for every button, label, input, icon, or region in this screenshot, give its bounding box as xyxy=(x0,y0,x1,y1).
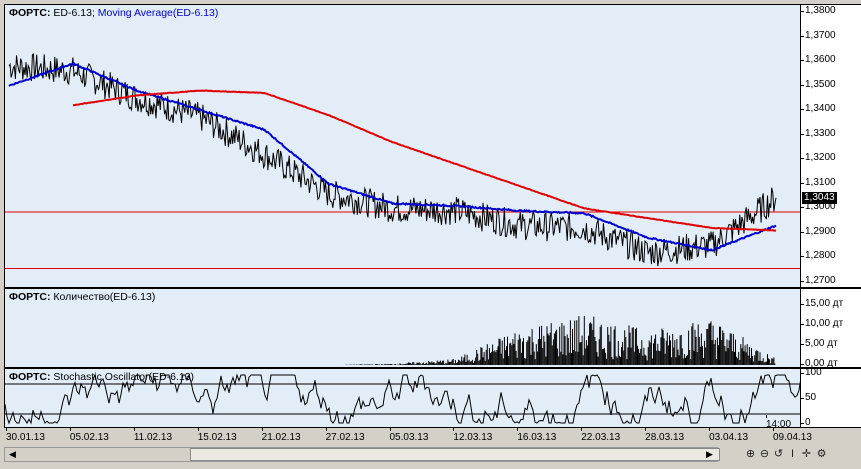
price-tick-label: 1,3200 xyxy=(801,152,836,164)
date-tick-label: 12.03.13 xyxy=(453,428,493,443)
price-tick-label: 1,2900 xyxy=(801,225,836,237)
zoom-in-icon[interactable]: ⊕ xyxy=(745,448,756,460)
stochastic-title-instrument: Stochastic Oscillator(ED-6.13) xyxy=(53,371,195,383)
series-line-2 xyxy=(8,62,777,252)
price-tick-label: 1,3300 xyxy=(801,127,836,139)
stochastic-chart-panel[interactable]: ФОРТС: Stochastic Oscillator(ED-6.13) xyxy=(4,368,801,428)
last-price-badge: 1,3043 xyxy=(802,191,837,204)
price-tick-label: 1,2700 xyxy=(801,275,836,286)
date-tick-label: 15.02.13 xyxy=(197,428,237,443)
series-line-1 xyxy=(8,52,777,267)
volume-panel-title: ФОРТС: Количество(ED-6.13) xyxy=(9,291,155,303)
date-tick-label: 05.03.13 xyxy=(389,428,429,443)
price-tick-label: 1,3600 xyxy=(801,54,836,66)
date-tick-label: 03.04.13 xyxy=(709,428,749,443)
date-tick-label: 05.02.13 xyxy=(69,428,109,443)
price-chart-canvas[interactable] xyxy=(5,5,801,288)
stochastic-title-prefix: ФОРТС: xyxy=(9,371,51,383)
price-panel-title: ФОРТС: ED-6.13; Moving Average(ED-6.13) xyxy=(9,7,218,19)
stochastic-tick-label: 0 xyxy=(801,417,811,428)
price-tick-label: 1,2800 xyxy=(801,250,836,262)
price-tick-label: 1,3100 xyxy=(801,176,836,188)
date-tick-label: 09.04.13 xyxy=(773,428,812,443)
volume-chart-panel[interactable]: ФОРТС: Количество(ED-6.13) xyxy=(4,288,801,368)
volume-tick-label: 5,00 дт xyxy=(801,338,838,349)
stochastic-tick-label: 50 xyxy=(800,392,817,403)
crosshair-icon[interactable]: ✛ xyxy=(801,448,812,460)
date-tick-label: 28.03.13 xyxy=(645,428,685,443)
scrollbar-thumb[interactable] xyxy=(190,448,720,461)
settings-icon[interactable]: ⚙ xyxy=(816,448,827,460)
volume-chart-canvas[interactable] xyxy=(5,289,801,368)
horizontal-scrollbar[interactable]: ◀ ▶ xyxy=(4,447,720,462)
stochastic-chart-canvas[interactable] xyxy=(5,369,801,428)
date-tick-label: 30.01.13 xyxy=(6,428,45,443)
price-tick-label: 1,3000 xyxy=(801,201,836,213)
volume-title-instrument: Количество(ED-6.13) xyxy=(53,291,156,303)
price-tick-label: 1,3800 xyxy=(801,5,836,16)
volume-tick-label: 15,00 дт xyxy=(800,298,844,309)
volume-title-prefix: ФОРТС: xyxy=(9,291,51,303)
price-tick-label: 1,3700 xyxy=(801,29,836,41)
zoom-out-icon[interactable]: ⊖ xyxy=(759,448,770,460)
date-tick-label: 11.02.13 xyxy=(133,428,173,443)
scroll-right-arrow-icon[interactable]: ▶ xyxy=(706,449,713,459)
date-tick-label: 16.03.13 xyxy=(517,428,557,443)
stochastic-y-axis: 100 50 0 xyxy=(800,367,861,428)
restore-icon[interactable]: ↺ xyxy=(773,448,784,460)
time-x-axis: 14:00 30.01.13 05.02.13 11.02.13 15.02.13 21… xyxy=(4,415,812,446)
cursor-icon[interactable]: I xyxy=(790,448,795,460)
price-tick-label: 1,3500 xyxy=(801,78,836,90)
volume-tick-label: 10,00 дт xyxy=(800,318,844,329)
volume-y-axis: 15,00 дт 10,00 дт 5,00 дт 0,00 дт xyxy=(800,288,861,369)
volume-tick-label: 0,00 дт xyxy=(801,358,838,369)
price-title-ma: Moving Average(ED-6.13) xyxy=(97,7,219,19)
series-line-3 xyxy=(72,89,777,232)
stochastic-tick-label: 100 xyxy=(801,367,822,378)
price-title-instrument: ED-6.13; xyxy=(53,7,95,19)
date-tick-label: 21.02.13 xyxy=(261,428,301,443)
stochastic-panel-title: ФОРТС: Stochastic Oscillator(ED-6.13) xyxy=(9,371,194,383)
price-chart-panel[interactable]: ФОРТС: ED-6.13; Moving Average(ED-6.13) xyxy=(4,4,801,288)
price-title-prefix: ФОРТС: xyxy=(9,7,51,19)
price-tick-label: 1,3400 xyxy=(801,103,836,115)
scroll-left-arrow-icon[interactable]: ◀ xyxy=(9,449,16,459)
price-y-axis: 1,3800 1,3700 1,3600 1,3500 1,3400 1,3300 1,32… xyxy=(801,4,861,288)
stochastic-line xyxy=(5,373,800,425)
date-tick-label: 27.02.13 xyxy=(325,428,365,443)
time-label: 14:00 xyxy=(766,415,792,430)
date-tick-label: 22.03.13 xyxy=(581,428,621,443)
